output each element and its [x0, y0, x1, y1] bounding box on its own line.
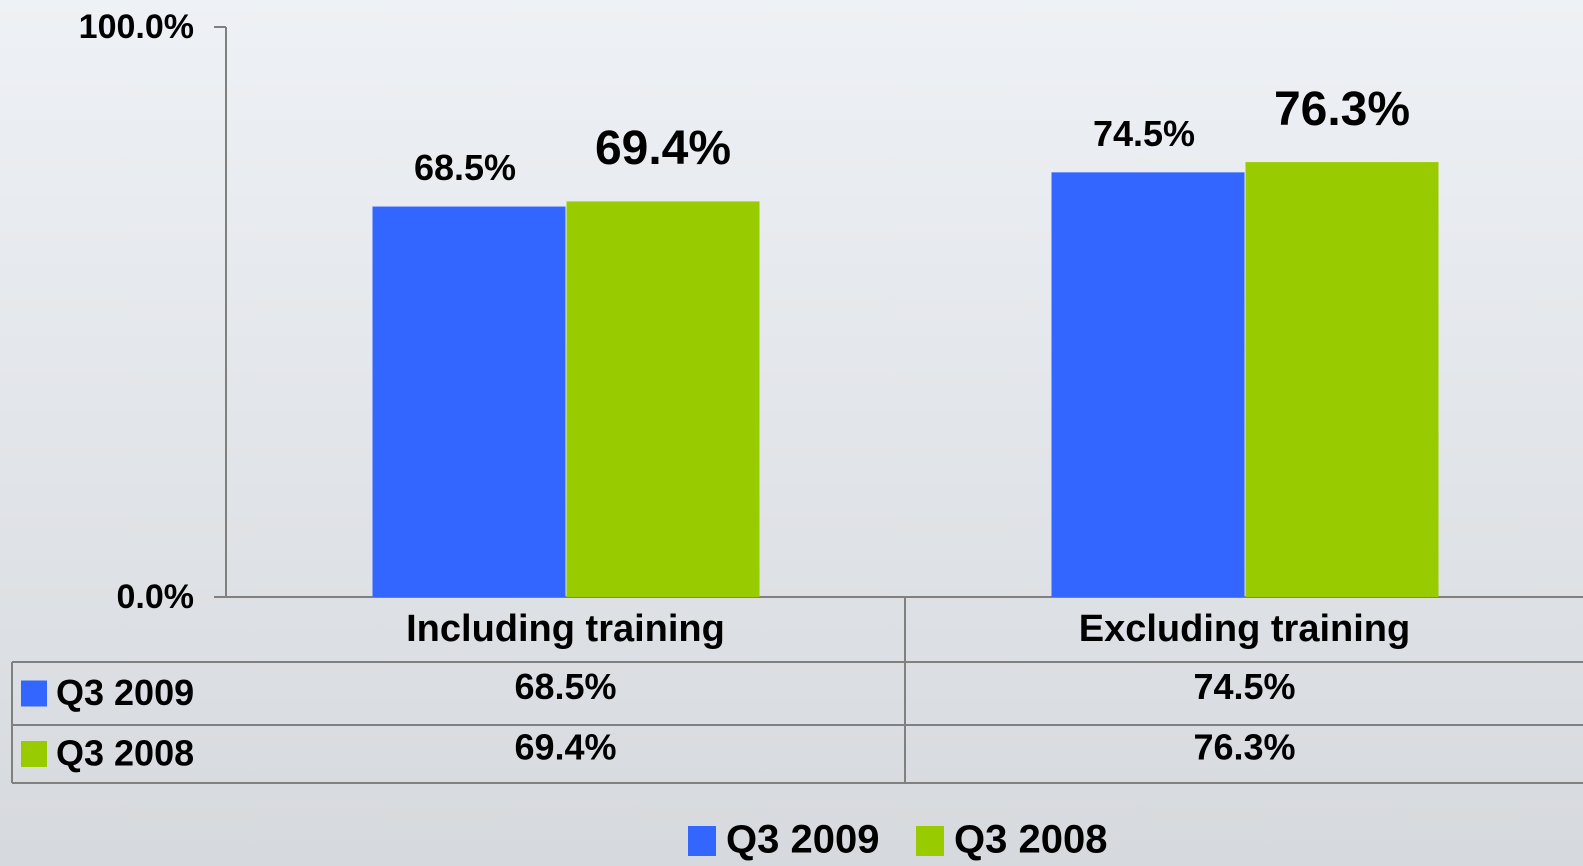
legend-key	[916, 826, 944, 856]
table-legend-key	[21, 741, 47, 767]
table-cell: 68.5%	[514, 666, 616, 707]
table-cell: 69.4%	[514, 727, 616, 768]
bar	[373, 207, 566, 597]
table-row-header: Q3 2008	[56, 733, 194, 774]
legend-label: Q3 2008	[954, 818, 1107, 862]
y-tick-label: 0.0%	[117, 578, 195, 616]
legend-label: Q3 2009	[726, 818, 879, 862]
y-tick-label: 100.0%	[79, 8, 194, 46]
x-tick-label: Including training	[406, 608, 725, 650]
x-tick-label: Excluding training	[1079, 608, 1410, 650]
table-row-header: Q3 2009	[56, 672, 194, 713]
data-label: 68.5%	[414, 147, 516, 188]
chart: 0.0% 100.0% Including training 68.5% 68.5% 69…	[0, 0, 1583, 866]
table-cell: 74.5%	[1193, 666, 1295, 707]
legend-key	[688, 826, 716, 856]
bar	[567, 201, 760, 597]
data-label: 74.5%	[1093, 113, 1195, 154]
table-cell: 76.3%	[1193, 727, 1295, 768]
table-legend-key	[21, 681, 47, 707]
data-label: 69.4%	[595, 122, 731, 175]
data-label: 76.3%	[1274, 83, 1410, 136]
bar	[1246, 162, 1439, 597]
bar	[1052, 172, 1245, 597]
